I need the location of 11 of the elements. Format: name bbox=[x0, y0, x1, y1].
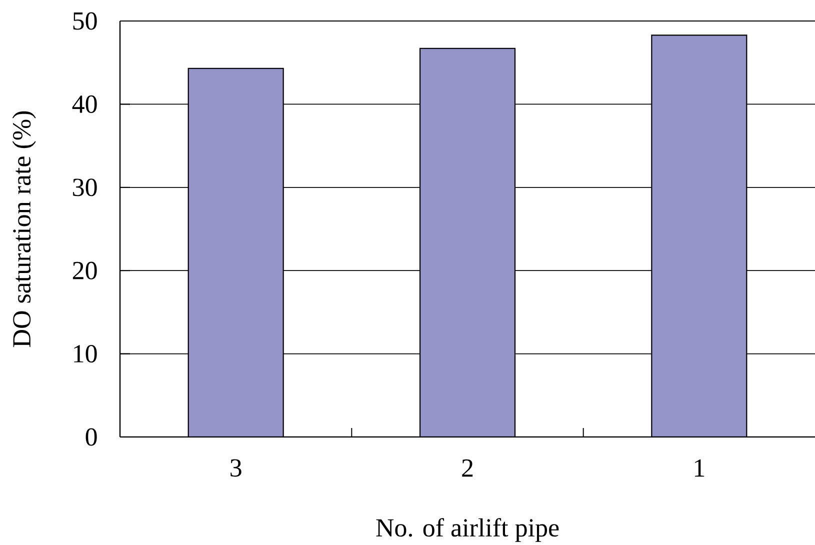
x-tick-label: 1 bbox=[694, 459, 704, 477]
y-tick-label: 0 bbox=[86, 428, 97, 446]
y-tick-label: 40 bbox=[72, 95, 97, 113]
y-tick-label: 50 bbox=[73, 12, 97, 30]
y-axis-title: DO saturation rate (%) bbox=[12, 111, 36, 347]
y-tick-label: 30 bbox=[73, 178, 97, 196]
y-tick-label: 20 bbox=[72, 262, 97, 280]
x-tick-label: 2 bbox=[462, 459, 473, 477]
y-tick-label: 10 bbox=[74, 345, 97, 363]
x-tick-label: 3 bbox=[230, 459, 242, 477]
x-axis-title: No. of airlift pipe bbox=[376, 518, 559, 542]
